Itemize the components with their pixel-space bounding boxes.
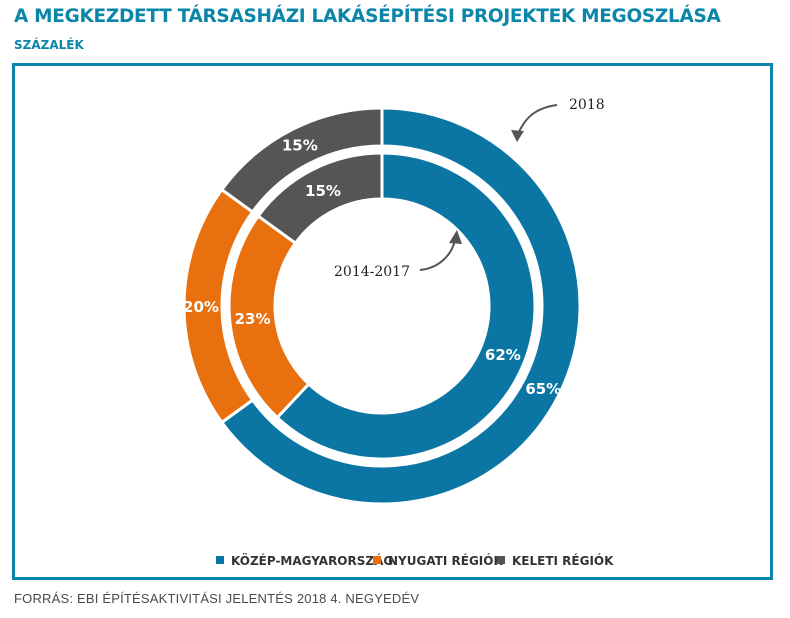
outer-slice-label: 15% [282,137,318,155]
annotation-layer: 2018 2014-2017 [334,97,605,280]
annotation-arrowhead-2014-2017 [449,230,462,244]
outer-slice-label: 65% [525,380,561,398]
inner-slice-label: 23% [235,310,271,328]
annotation-2018: 2018 [569,97,605,113]
annotation-arrow-2014-2017 [419,239,456,271]
annotation-arrowhead-2018 [511,130,524,142]
ring-layer [182,106,582,506]
legend-swatch-nyugati-regiok [373,556,381,564]
chart-frame [12,63,773,580]
inner-slice-label: 15% [305,182,341,200]
annotation-arrow-2018 [517,104,558,135]
inner-slice-kozep-magyarorszag [275,151,537,461]
outer-slice-keleti-regiok [219,106,384,215]
legend-swatch-keleti-regiok [497,556,505,564]
outer-slice-label: 20% [183,298,219,316]
annotation-2014-2017: 2014-2017 [334,264,410,280]
legend-label-nyugati-regiok: NYUGATI RÉGIÓK [388,553,503,568]
source-note: FORRÁS: EBI ÉPÍTÉSAKTIVITÁSI JELENTÉS 20… [14,591,420,606]
legend-label-keleti-regiok: KELETI RÉGIÓK [512,553,614,568]
chart-subtitle: SZÁZALÉK [14,38,84,52]
legend-swatch-kozep-magyarorszag [216,556,224,564]
legend-label-kozep-magyarorszag: KÖZÉP-MAGYARORSZÁG [231,553,393,568]
chart-title: A MEGKEZDETT TÁRSASHÁZI LAKÁSÉPÍTÉSI PRO… [14,6,721,27]
inner-slice-label: 62% [485,346,521,364]
inner-slice-keleti-regiok [256,151,384,246]
outer-slice-kozep-magyarorszag [219,106,582,506]
label-layer: 65% 20% 15% 62% 23% 15% [183,137,561,398]
